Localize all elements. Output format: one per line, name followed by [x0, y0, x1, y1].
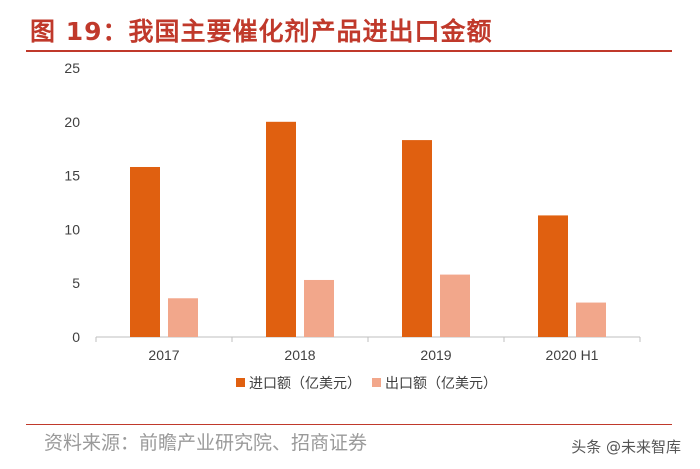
bar-export [168, 298, 198, 337]
watermark: 头条 @未来智库 [568, 436, 684, 457]
title-divider [26, 50, 672, 52]
bar-export [576, 302, 606, 337]
bar-import [266, 121, 296, 337]
footer-divider [26, 424, 672, 425]
legend-label: 出口额（亿美元） [385, 375, 497, 391]
legend-label: 进口额（亿美元） [249, 375, 361, 391]
x-tick-label: 2019 [420, 347, 451, 363]
x-tick-label: 2017 [148, 347, 179, 363]
bar-export [440, 274, 470, 337]
y-tick-label: 5 [72, 275, 80, 291]
bar-import [538, 215, 568, 337]
y-tick-label: 10 [64, 221, 80, 237]
x-tick-label: 2018 [284, 347, 315, 363]
y-tick-label: 25 [64, 60, 80, 76]
y-tick-label: 20 [64, 114, 80, 130]
bar-import [130, 166, 160, 337]
y-tick-label: 0 [72, 329, 80, 345]
legend-swatch [372, 378, 381, 387]
bar-import [402, 140, 432, 337]
source-note: 资料来源：前瞻产业研究院、招商证券 [44, 432, 368, 454]
x-tick-label: 2020 H1 [546, 347, 599, 363]
figure-title: 图 19：我国主要催化剂产品进出口金额 [30, 17, 493, 46]
bar-export [304, 279, 334, 337]
legend-swatch [236, 378, 245, 387]
y-tick-label: 15 [64, 168, 80, 184]
